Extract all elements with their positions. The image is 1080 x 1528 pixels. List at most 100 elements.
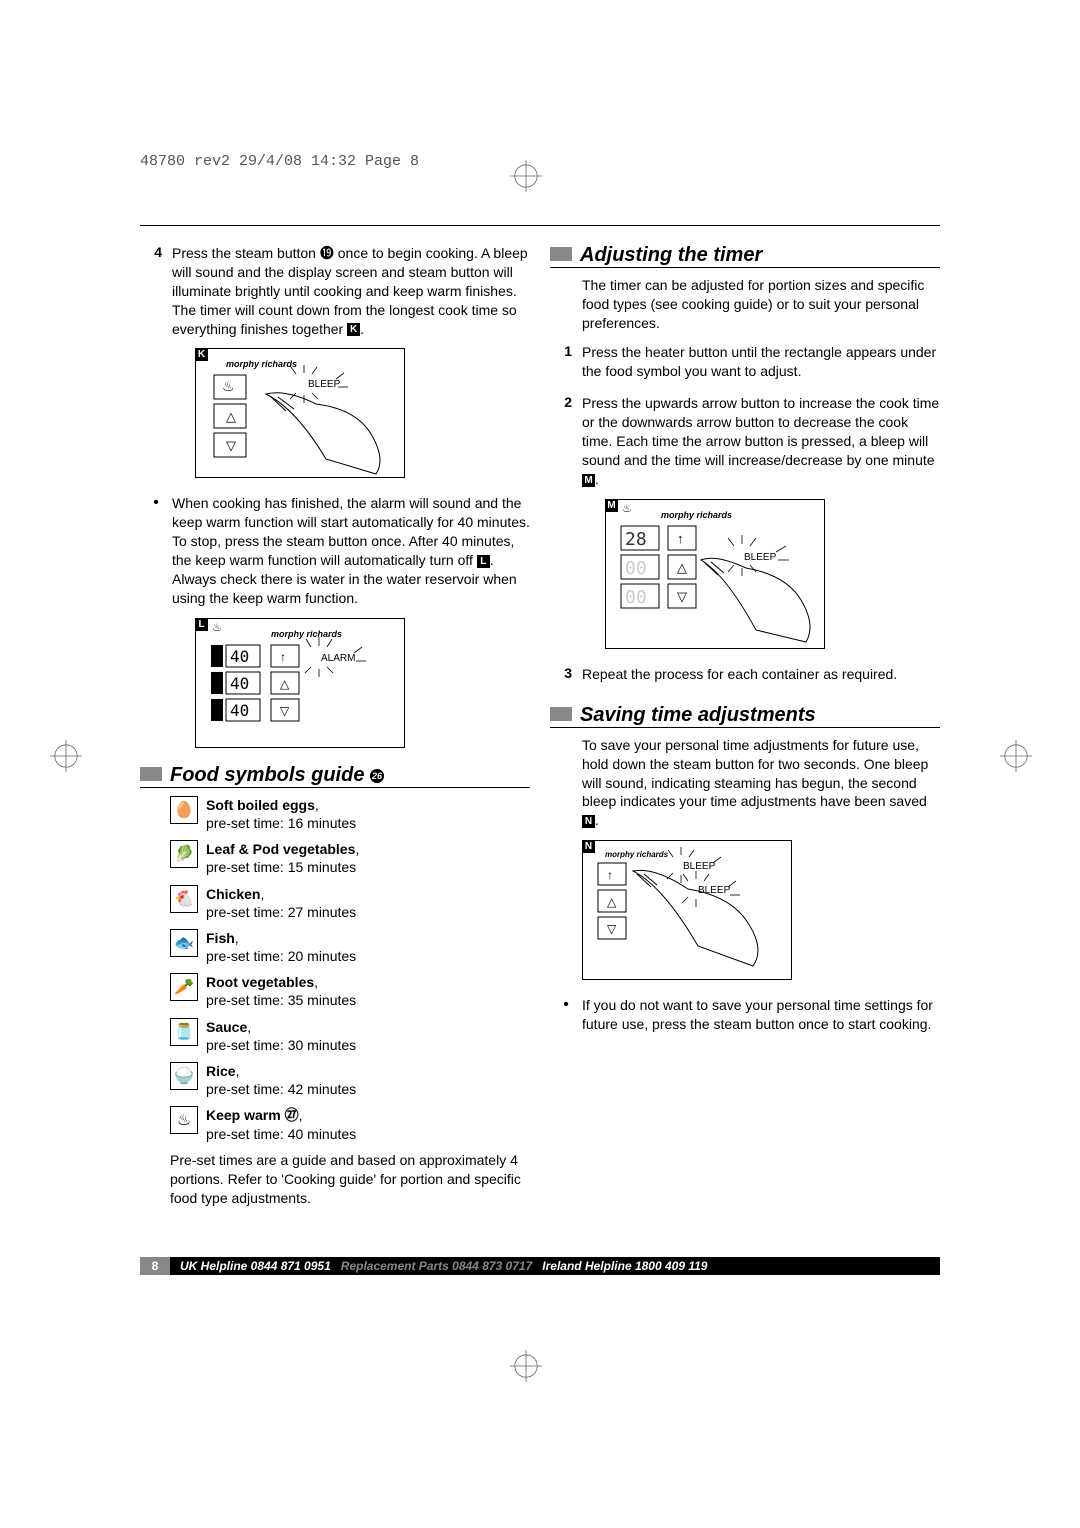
page-number: 8 [140,1257,170,1275]
bullet-icon: • [140,494,172,607]
bullet-icon: • [550,996,582,1034]
section-bar [140,767,162,781]
left-column: 4 Press the steam button ⓳ once to begin… [140,244,530,1207]
footer-bar: 8 UK Helpline 0844 871 0951 Replacement … [140,1257,940,1275]
step-text: Press the heater button until the rectan… [582,343,940,381]
food-icon: 🫙 [170,1018,198,1046]
svg-text:♨: ♨ [222,378,235,394]
bullet-cooking-finished: • When cooking has finished, the alarm w… [140,494,530,607]
svg-text:▽: ▽ [226,438,236,453]
food-row: 🥬 Leaf & Pod vegetables,pre-set time: 15 … [170,840,530,876]
food-row: 🍚 Rice,pre-set time: 42 minutes [170,1062,530,1098]
svg-text:00: 00 [625,587,647,608]
svg-text:morphy richards: morphy richards [661,510,732,520]
diagram-n: N morphy richards ↑ △ ▽ BLEEP BLEEP [582,840,792,980]
food-icon: 🥬 [170,840,198,868]
save-text: To save your personal time adjustments f… [550,736,940,830]
food-row: ♨Keep warm ㉗,pre-set time: 40 minutes [170,1106,530,1142]
ref-26: 26 [370,769,384,783]
registration-mark-left [50,740,82,772]
registration-mark-top [510,160,542,192]
page-content: 4 Press the steam button ⓳ once to begin… [140,225,940,1207]
top-rule [140,225,940,226]
svg-text:28: 28 [625,529,647,550]
registration-mark-right [1000,740,1032,772]
step-4: 4 Press the steam button ⓳ once to begin… [140,244,530,338]
diagram-k: K morphy richards ♨ △ ▽ BLEEP [195,348,405,478]
food-row: 🐟 Fish,pre-set time: 20 minutes [170,929,530,965]
section-title: Food symbols guide 26 [170,764,384,787]
food-row: 🫙 Sauce,pre-set time: 30 minutes [170,1018,530,1054]
svg-text:40: 40 [230,701,249,720]
diagram-l: L ♨ morphy richards 40 40 40 ↑ △ ▽ ALARM [195,618,405,748]
svg-text:▽: ▽ [607,922,617,936]
food-row: 🐔 Chicken,pre-set time: 27 minutes [170,885,530,921]
section-adjusting-timer: Adjusting the timer [550,244,940,268]
ref-n: N [582,815,595,828]
section-title: Saving time adjustments [580,704,816,727]
food-text: Rice,pre-set time: 42 minutes [206,1062,356,1098]
step-number: 3 [550,665,582,684]
svg-text:▽: ▽ [280,704,290,718]
brand-text: morphy richards [226,359,297,369]
step-number: 1 [550,343,582,381]
step-text: Press the steam button ⓳ once to begin c… [172,244,530,338]
section-saving-time: Saving time adjustments [550,704,940,728]
step-text: Repeat the process for each container as… [582,665,940,684]
food-icon: 🐟 [170,929,198,957]
svg-text:△: △ [677,560,687,575]
food-row: 🥚 Soft boiled eggs,pre-set time: 16 minut… [170,796,530,832]
bleep-label: BLEEP [308,379,341,390]
food-icon: 🐔 [170,885,198,913]
svg-text:ALARM: ALARM [321,653,355,664]
food-text: Fish,pre-set time: 20 minutes [206,929,356,965]
svg-text:↑: ↑ [607,868,613,882]
adjust-step-2: 2 Press the upwards arrow button to incr… [550,394,940,488]
svg-text:△: △ [280,677,290,691]
step-number: 4 [140,244,172,338]
adjust-step-1: 1 Press the heater button until the rect… [550,343,940,381]
svg-text:morphy richards: morphy richards [605,850,669,859]
section-bar [550,707,572,721]
food-row: 🥕 Root vegetables,pre-set time: 35 minute… [170,973,530,1009]
bullet-text: When cooking has finished, the alarm wil… [172,494,530,607]
bullet-text: If you do not want to save your personal… [582,996,940,1034]
svg-text:↑: ↑ [280,650,286,664]
svg-text:40: 40 [230,674,249,693]
step-number: 2 [550,394,582,488]
ref-l: L [477,555,490,568]
svg-text:△: △ [607,895,617,909]
svg-text:BLEEP: BLEEP [683,861,716,872]
svg-text:♨: ♨ [622,503,632,515]
bullet-no-save: • If you do not want to save your person… [550,996,940,1034]
svg-text:BLEEP: BLEEP [698,885,731,896]
food-text: Keep warm ㉗,pre-set time: 40 minutes [206,1106,356,1142]
footnote: Pre-set times are a guide and based on a… [170,1151,530,1208]
footer-ie: Ireland Helpline 1800 409 119 [542,1259,707,1273]
svg-text:00: 00 [625,558,647,579]
footer-uk: UK Helpline 0844 871 0951 [180,1259,331,1273]
svg-text:▽: ▽ [677,589,687,604]
right-column: Adjusting the timer The timer can be adj… [550,244,940,1207]
food-icon: 🥕 [170,973,198,1001]
section-title: Adjusting the timer [580,244,762,267]
svg-text:↑: ↑ [677,531,684,546]
food-text: Soft boiled eggs,pre-set time: 16 minute… [206,796,356,832]
svg-text:40: 40 [230,647,249,666]
svg-text:♨: ♨ [212,622,222,634]
section-food-symbols: Food symbols guide 26 [140,764,530,788]
food-text: Chicken,pre-set time: 27 minutes [206,885,356,921]
food-icon: 🍚 [170,1062,198,1090]
food-icon: 🥚 [170,796,198,824]
food-symbols-table: 🥚 Soft boiled eggs,pre-set time: 16 minut… [170,796,530,1143]
intro-text: The timer can be adjusted for portion si… [550,276,940,333]
svg-text:BLEEP: BLEEP [744,552,777,563]
adjust-step-3: 3 Repeat the process for each container … [550,665,940,684]
food-text: Leaf & Pod vegetables,pre-set time: 15 m… [206,840,359,876]
food-text: Sauce,pre-set time: 30 minutes [206,1018,356,1054]
print-header: 48780 rev2 29/4/08 14:32 Page 8 [140,153,419,170]
food-text: Root vegetables,pre-set time: 35 minutes [206,973,356,1009]
footer-parts: Replacement Parts 0844 873 0717 [341,1259,532,1273]
svg-text:△: △ [226,409,236,424]
svg-text:morphy richards: morphy richards [271,629,342,639]
